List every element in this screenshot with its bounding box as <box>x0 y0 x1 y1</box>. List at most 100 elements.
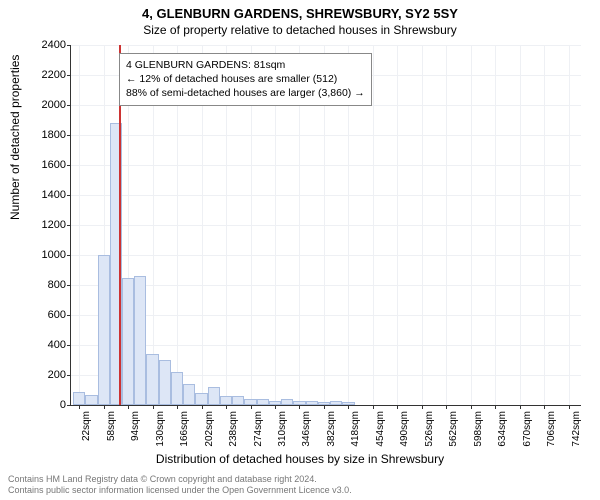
x-tick-mark <box>422 405 423 409</box>
histogram-bar <box>232 396 244 405</box>
histogram-bar <box>330 401 342 406</box>
h-gridline <box>71 225 581 226</box>
y-tick-mark <box>67 285 71 286</box>
histogram-bar <box>306 401 318 406</box>
x-tick-label: 454sqm <box>375 411 386 461</box>
x-tick-mark <box>177 405 178 409</box>
x-tick-label: 166sqm <box>179 411 190 461</box>
x-tick-label: 706sqm <box>546 411 557 461</box>
y-tick-mark <box>67 345 71 346</box>
chart-plot-area: 4 GLENBURN GARDENS: 81sqm ← 12% of detac… <box>70 45 581 406</box>
h-gridline <box>71 135 581 136</box>
x-tick-mark <box>471 405 472 409</box>
v-gridline <box>422 45 423 405</box>
v-gridline <box>446 45 447 405</box>
y-tick-label: 2400 <box>16 39 66 51</box>
x-tick-mark <box>446 405 447 409</box>
x-tick-label: 598sqm <box>473 411 484 461</box>
histogram-bar <box>318 402 330 405</box>
y-tick-label: 2000 <box>16 99 66 111</box>
x-tick-label: 238sqm <box>228 411 239 461</box>
x-tick-mark <box>104 405 105 409</box>
x-tick-label: 670sqm <box>522 411 533 461</box>
x-tick-label: 274sqm <box>253 411 264 461</box>
y-tick-mark <box>67 375 71 376</box>
h-gridline <box>71 345 581 346</box>
x-tick-mark <box>153 405 154 409</box>
histogram-bar <box>293 401 305 406</box>
x-tick-mark <box>569 405 570 409</box>
histogram-bar <box>208 387 220 405</box>
v-gridline <box>520 45 521 405</box>
x-tick-label: 562sqm <box>448 411 459 461</box>
y-tick-mark <box>67 225 71 226</box>
x-tick-label: 490sqm <box>399 411 410 461</box>
histogram-bar <box>159 360 171 405</box>
x-tick-mark <box>397 405 398 409</box>
y-tick-label: 400 <box>16 339 66 351</box>
h-gridline <box>71 285 581 286</box>
histogram-bar <box>73 392 85 406</box>
x-tick-label: 382sqm <box>326 411 337 461</box>
x-tick-mark <box>226 405 227 409</box>
y-tick-mark <box>67 165 71 166</box>
info-line-1: 4 GLENBURN GARDENS: 81sqm <box>126 58 365 72</box>
histogram-bar <box>122 278 134 406</box>
y-tick-mark <box>67 255 71 256</box>
x-tick-label: 94sqm <box>130 411 141 461</box>
x-tick-label: 58sqm <box>106 411 117 461</box>
x-tick-mark <box>299 405 300 409</box>
h-gridline <box>71 195 581 196</box>
histogram-bar <box>85 395 97 406</box>
histogram-bar <box>98 255 110 405</box>
x-tick-label: 742sqm <box>571 411 582 461</box>
histogram-bar <box>195 393 207 405</box>
y-tick-label: 1400 <box>16 189 66 201</box>
y-tick-mark <box>67 195 71 196</box>
histogram-bar <box>281 399 293 405</box>
x-tick-mark <box>544 405 545 409</box>
x-tick-label: 526sqm <box>424 411 435 461</box>
y-tick-label: 800 <box>16 279 66 291</box>
y-tick-label: 200 <box>16 369 66 381</box>
info-box: 4 GLENBURN GARDENS: 81sqm ← 12% of detac… <box>119 53 372 106</box>
y-tick-mark <box>67 135 71 136</box>
x-tick-label: 634sqm <box>497 411 508 461</box>
x-tick-mark <box>275 405 276 409</box>
histogram-bar <box>134 276 146 405</box>
v-gridline <box>397 45 398 405</box>
v-gridline <box>79 45 80 405</box>
y-tick-label: 600 <box>16 309 66 321</box>
x-tick-mark <box>79 405 80 409</box>
y-tick-mark <box>67 105 71 106</box>
x-tick-mark <box>324 405 325 409</box>
footer-line-2: Contains public sector information licen… <box>8 485 352 496</box>
h-gridline <box>71 315 581 316</box>
x-tick-mark <box>251 405 252 409</box>
histogram-bar <box>269 401 281 406</box>
v-gridline <box>495 45 496 405</box>
y-tick-label: 1800 <box>16 129 66 141</box>
info-line-2: ← 12% of detached houses are smaller (51… <box>126 72 365 86</box>
info-line-3: 88% of semi-detached houses are larger (… <box>126 86 365 100</box>
h-gridline <box>71 255 581 256</box>
x-tick-mark <box>128 405 129 409</box>
x-tick-label: 310sqm <box>277 411 288 461</box>
y-tick-label: 1000 <box>16 249 66 261</box>
histogram-bar <box>244 399 256 405</box>
histogram-bar <box>171 372 183 405</box>
v-gridline <box>569 45 570 405</box>
chart-container: 4, GLENBURN GARDENS, SHREWSBURY, SY2 5SY… <box>0 0 600 500</box>
page-subtitle: Size of property relative to detached ho… <box>0 21 600 37</box>
y-tick-mark <box>67 315 71 316</box>
y-tick-label: 1600 <box>16 159 66 171</box>
y-tick-label: 2200 <box>16 69 66 81</box>
h-gridline <box>71 45 581 46</box>
v-gridline <box>373 45 374 405</box>
y-tick-label: 1200 <box>16 219 66 231</box>
footer-line-1: Contains HM Land Registry data © Crown c… <box>8 474 352 485</box>
page-title: 4, GLENBURN GARDENS, SHREWSBURY, SY2 5SY <box>0 0 600 21</box>
x-tick-label: 346sqm <box>301 411 312 461</box>
x-tick-mark <box>495 405 496 409</box>
y-tick-mark <box>67 405 71 406</box>
